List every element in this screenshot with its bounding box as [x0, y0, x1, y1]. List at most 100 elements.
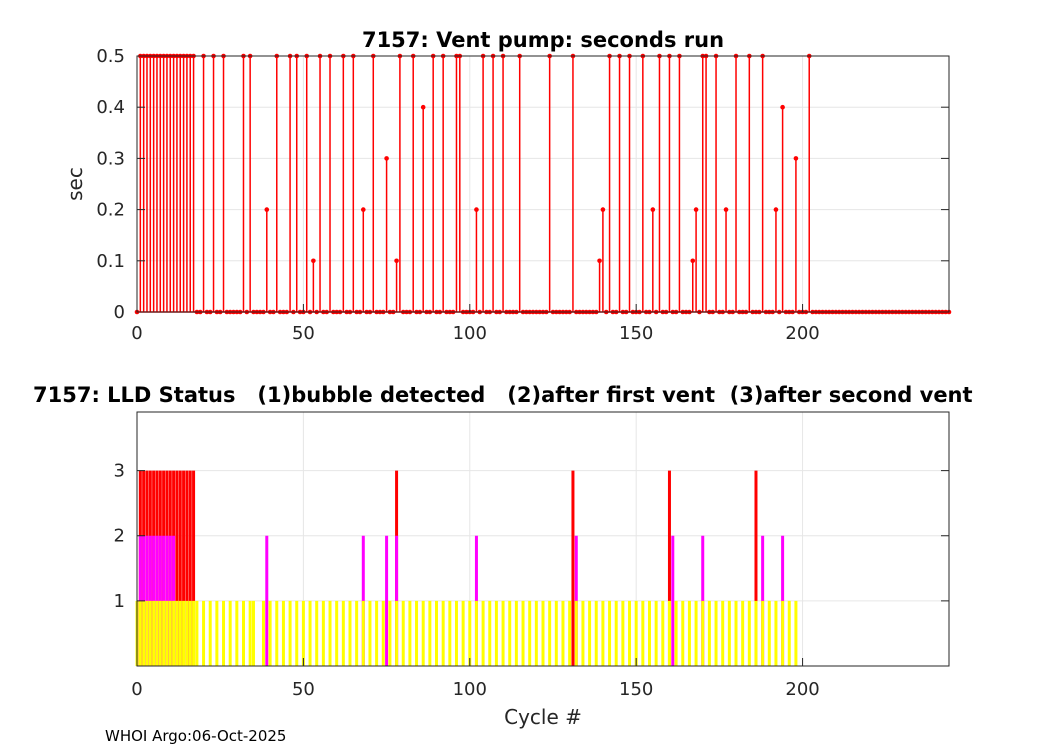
status-bar [188, 600, 192, 666]
status-bar [185, 470, 189, 666]
status-bar [265, 535, 269, 666]
status-bar [534, 600, 538, 666]
ticks-bottom: 0 50 100 150 200 1 2 3 [114, 461, 949, 700]
status-bar [448, 600, 452, 666]
status-bar [581, 600, 585, 666]
stem-marker [311, 258, 316, 264]
status-bar [787, 600, 791, 666]
status-bar [571, 470, 575, 666]
status-bar [368, 600, 372, 666]
status-bar [321, 600, 325, 666]
status-bar [647, 600, 651, 666]
status-bar [228, 600, 232, 666]
status-bar [671, 535, 675, 666]
status-bar [734, 600, 738, 666]
stem-marker [773, 207, 779, 212]
tick-label-x: 50 [292, 679, 315, 700]
status-bar [727, 600, 731, 666]
status-bar [714, 600, 718, 666]
status-bar [641, 600, 645, 666]
status-bar [162, 600, 166, 666]
status-bar [661, 600, 665, 666]
status-bar [301, 600, 305, 666]
status-bar [548, 600, 552, 666]
status-bar [192, 470, 196, 666]
tick-label-y: 1 [114, 591, 125, 612]
lld-status-chart: 0 50 100 150 200 1 2 3 7157: LLD Status (1)bubb… [33, 383, 973, 729]
status-bar [148, 600, 152, 666]
tick-label-y: 0 [114, 302, 125, 323]
status-bar [175, 600, 179, 666]
status-bar [361, 600, 365, 666]
status-bar [454, 600, 458, 666]
status-bar [288, 600, 292, 666]
chart-title-bottom: 7157: LLD Status (1)bubble detected (2)a… [33, 383, 973, 407]
stem-marker [360, 207, 366, 212]
status-bar [694, 600, 698, 666]
status-bar [308, 600, 312, 666]
footer-timestamp: WHOI Argo:06-Oct-2025 [105, 727, 286, 745]
status-bar [747, 600, 751, 666]
stem-marker [384, 156, 389, 161]
status-bar [428, 600, 432, 666]
tick-label-y: 0.2 [96, 200, 125, 221]
status-bar [375, 600, 379, 666]
status-bar [341, 600, 345, 666]
status-bar [408, 600, 412, 666]
status-bar [241, 600, 245, 666]
status-bar [687, 600, 691, 666]
status-bar [435, 600, 439, 666]
stem-marker [693, 207, 699, 212]
tick-label-x: 0 [131, 323, 142, 344]
status-bar [488, 600, 492, 666]
stem-marker [780, 104, 785, 110]
status-bar [192, 600, 196, 666]
status-bar [388, 600, 392, 666]
status-bar [215, 600, 219, 666]
status-bar [248, 600, 252, 666]
status-bar [461, 600, 465, 666]
status-bar [138, 600, 142, 666]
status-bar [202, 600, 206, 666]
status-bars [135, 470, 798, 666]
stem-marker [723, 207, 729, 212]
status-bar [295, 600, 299, 666]
status-bar [574, 600, 578, 666]
x-axis-label: Cycle # [504, 705, 582, 729]
status-bar [541, 600, 545, 666]
status-bar [222, 600, 226, 666]
tick-label-y: 0.4 [96, 97, 125, 118]
status-bar [721, 600, 725, 666]
status-bar [441, 600, 445, 666]
status-bar [178, 600, 182, 666]
tick-label-y: 0.5 [96, 46, 125, 67]
status-bar [707, 600, 711, 666]
status-bar [335, 600, 339, 666]
status-bar [667, 470, 671, 666]
status-bar [185, 600, 189, 666]
y-axis-label: sec [63, 167, 87, 201]
stem-marker [597, 258, 602, 264]
vent-pump-chart: 0 50 100 150 200 0 0.1 0.2 0.3 0.4 0.5 7157: Vent … [63, 28, 952, 344]
stem-marker [394, 258, 399, 264]
status-bar [781, 600, 785, 666]
status-bar [208, 600, 212, 666]
status-bar [145, 600, 149, 666]
status-bar [528, 600, 532, 666]
status-bar [588, 600, 592, 666]
status-bar [275, 600, 279, 666]
status-bar [395, 600, 399, 666]
status-bar [754, 600, 758, 666]
status-bar [594, 600, 598, 666]
tick-label-y: 0.1 [96, 251, 125, 272]
tick-label-x: 100 [453, 679, 487, 700]
tick-label-x: 50 [292, 323, 315, 344]
tick-label-x: 0 [131, 679, 142, 700]
stem-marker [264, 207, 270, 212]
status-bar [621, 600, 625, 666]
status-bar [175, 470, 179, 666]
status-bar [667, 600, 671, 666]
status-bar [401, 600, 405, 666]
status-bar [681, 600, 685, 666]
